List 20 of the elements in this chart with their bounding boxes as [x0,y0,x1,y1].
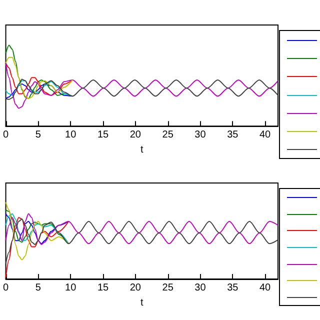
x-tick-label: 25 [162,130,174,141]
x-tick-label: 15 [97,282,109,294]
x-tick-label: 35 [227,130,239,141]
x-tick-label: 35 [227,282,239,294]
x-tick-label: 40 [259,282,272,294]
x-tick-label: 30 [194,130,206,141]
x-tick-label: 5 [35,282,42,294]
x-tick-label: 30 [194,282,206,294]
x-axis-title: t [140,297,144,308]
x-tick-label: 25 [162,282,174,294]
x-tick-label: 0 [3,130,9,141]
x-axis-title: t [140,144,144,156]
x-tick-label: 20 [130,130,142,141]
x-tick-label: 15 [97,130,109,141]
x-tick-label: 5 [35,130,42,141]
x-tick-label: 40 [259,130,272,141]
x-tick-label: 10 [65,130,77,141]
x-tick-label: 0 [3,282,9,294]
x-tick-label: 20 [130,282,142,294]
x-tick-label: 10 [65,282,77,294]
